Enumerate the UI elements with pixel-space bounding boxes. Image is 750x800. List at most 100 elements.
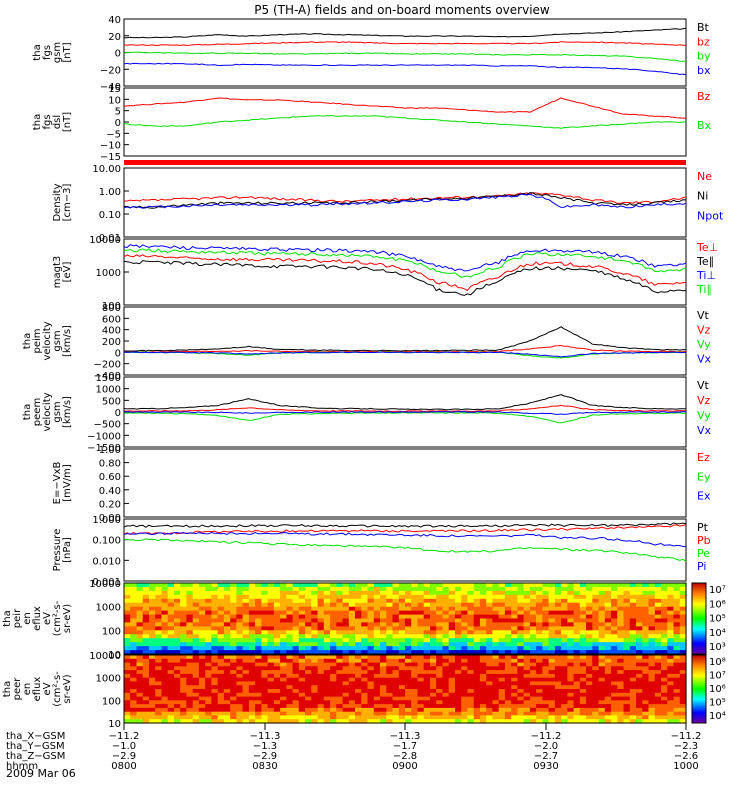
heatmap-cell bbox=[617, 681, 625, 686]
heatmap-cell bbox=[292, 594, 300, 600]
heatmap-cell bbox=[192, 626, 200, 631]
heatmap-cell bbox=[504, 692, 512, 698]
heatmap-cell bbox=[430, 658, 437, 664]
heatmap-cell bbox=[267, 586, 275, 592]
heatmap-cell bbox=[517, 614, 525, 620]
heatmap-cell bbox=[679, 626, 687, 631]
heatmap-cell bbox=[280, 646, 287, 651]
heatmap-cell bbox=[167, 700, 175, 705]
heatmap-cell bbox=[305, 658, 312, 664]
heatmap-cell bbox=[174, 715, 181, 720]
heatmap-cell bbox=[417, 638, 425, 643]
legend-Vt: Vt bbox=[697, 379, 710, 392]
heatmap-cell bbox=[292, 646, 300, 651]
heatmap-cell bbox=[467, 711, 475, 717]
heatmap-cell bbox=[205, 658, 212, 664]
heatmap-cell bbox=[548, 704, 556, 709]
heatmap-cell bbox=[461, 650, 468, 655]
heatmap-cell bbox=[280, 704, 287, 709]
heatmap-cell bbox=[149, 594, 156, 600]
heatmap-cell bbox=[448, 700, 456, 705]
heatmap-cell bbox=[511, 590, 518, 596]
heatmap-cell bbox=[536, 719, 543, 724]
heatmap-cell bbox=[217, 719, 225, 724]
ylabel-line: eV bbox=[42, 612, 53, 625]
heatmap-cell bbox=[473, 610, 481, 616]
heatmap-cell bbox=[579, 673, 587, 679]
heatmap-cell bbox=[492, 638, 500, 643]
heatmap-cell bbox=[236, 634, 244, 639]
heatmap-cell bbox=[648, 655, 656, 660]
heatmap-cell bbox=[473, 700, 481, 705]
heatmap-cell bbox=[617, 626, 625, 631]
heatmap-cell bbox=[405, 586, 412, 592]
heatmap-cell bbox=[529, 610, 537, 616]
heatmap-cell bbox=[223, 670, 231, 675]
heatmap-cell bbox=[155, 614, 162, 620]
heatmap-cell bbox=[679, 583, 687, 588]
heatmap-cell bbox=[442, 692, 450, 698]
heatmap-cell bbox=[617, 622, 625, 627]
heatmap-cell bbox=[473, 707, 481, 713]
heatmap-cell bbox=[267, 704, 275, 709]
heatmap-cell bbox=[654, 594, 662, 600]
heatmap-cell bbox=[498, 646, 506, 651]
heatmap-cell bbox=[348, 583, 356, 588]
series-line-Bt bbox=[123, 27, 687, 39]
heatmap-cell bbox=[130, 689, 137, 694]
heatmap-cell bbox=[167, 634, 175, 639]
heatmap-cell bbox=[223, 696, 231, 701]
heatmap-cell bbox=[479, 642, 487, 647]
xaxis-value: −11.3 bbox=[250, 731, 281, 742]
heatmap-cell bbox=[473, 642, 481, 647]
heatmap-cell bbox=[417, 610, 425, 616]
heatmap-cell bbox=[217, 606, 225, 612]
heatmap-cell bbox=[198, 614, 206, 620]
heatmap-cell bbox=[473, 715, 481, 720]
heatmap-cell bbox=[311, 673, 319, 679]
heatmap-cell bbox=[548, 583, 556, 588]
heatmap-cell bbox=[280, 681, 287, 686]
heatmap-cell bbox=[573, 662, 581, 667]
heatmap-cell bbox=[373, 692, 381, 698]
heatmap-cell bbox=[548, 707, 556, 713]
heatmap-cell bbox=[423, 650, 431, 655]
heatmap-cell bbox=[136, 700, 144, 705]
heatmap-cell bbox=[554, 614, 562, 620]
heatmap-cell bbox=[661, 622, 668, 627]
heatmap-cell bbox=[317, 715, 325, 720]
heatmap-cell bbox=[380, 610, 387, 616]
heatmap-cell bbox=[442, 590, 450, 596]
heatmap-cell bbox=[248, 618, 256, 623]
heatmap-cell bbox=[586, 711, 593, 717]
heatmap-cell bbox=[355, 689, 362, 694]
heatmap-cell bbox=[467, 646, 475, 651]
heatmap-cell bbox=[629, 602, 637, 608]
heatmap-cell bbox=[629, 606, 637, 612]
heatmap-cell bbox=[648, 704, 656, 709]
heatmap-cell bbox=[423, 719, 431, 724]
heatmap-cell bbox=[430, 594, 437, 600]
heatmap-cell bbox=[642, 715, 650, 720]
heatmap-cell bbox=[323, 642, 331, 647]
heatmap-cell bbox=[217, 707, 225, 713]
heatmap-cell bbox=[367, 646, 375, 651]
heatmap-cell bbox=[386, 614, 394, 620]
heatmap-cell bbox=[423, 655, 431, 660]
heatmap-cell bbox=[348, 689, 356, 694]
heatmap-cell bbox=[529, 598, 537, 604]
heatmap-cell bbox=[286, 606, 294, 612]
heatmap-cell bbox=[598, 634, 606, 639]
heatmap-cell bbox=[442, 610, 450, 616]
heatmap-cell bbox=[136, 704, 144, 709]
heatmap-cell bbox=[342, 598, 350, 604]
heatmap-cell bbox=[392, 590, 400, 596]
figure-title: P5 (TH-A) fields and on-board moments ov… bbox=[254, 3, 550, 17]
heatmap-cell bbox=[405, 614, 412, 620]
ytick-label: 40 bbox=[108, 15, 121, 26]
heatmap-cell bbox=[573, 677, 581, 683]
ylabel-line: [cm−3] bbox=[62, 184, 73, 222]
heatmap-cell bbox=[223, 711, 231, 717]
heatmap-cell bbox=[479, 670, 487, 675]
heatmap-cell bbox=[292, 602, 300, 608]
